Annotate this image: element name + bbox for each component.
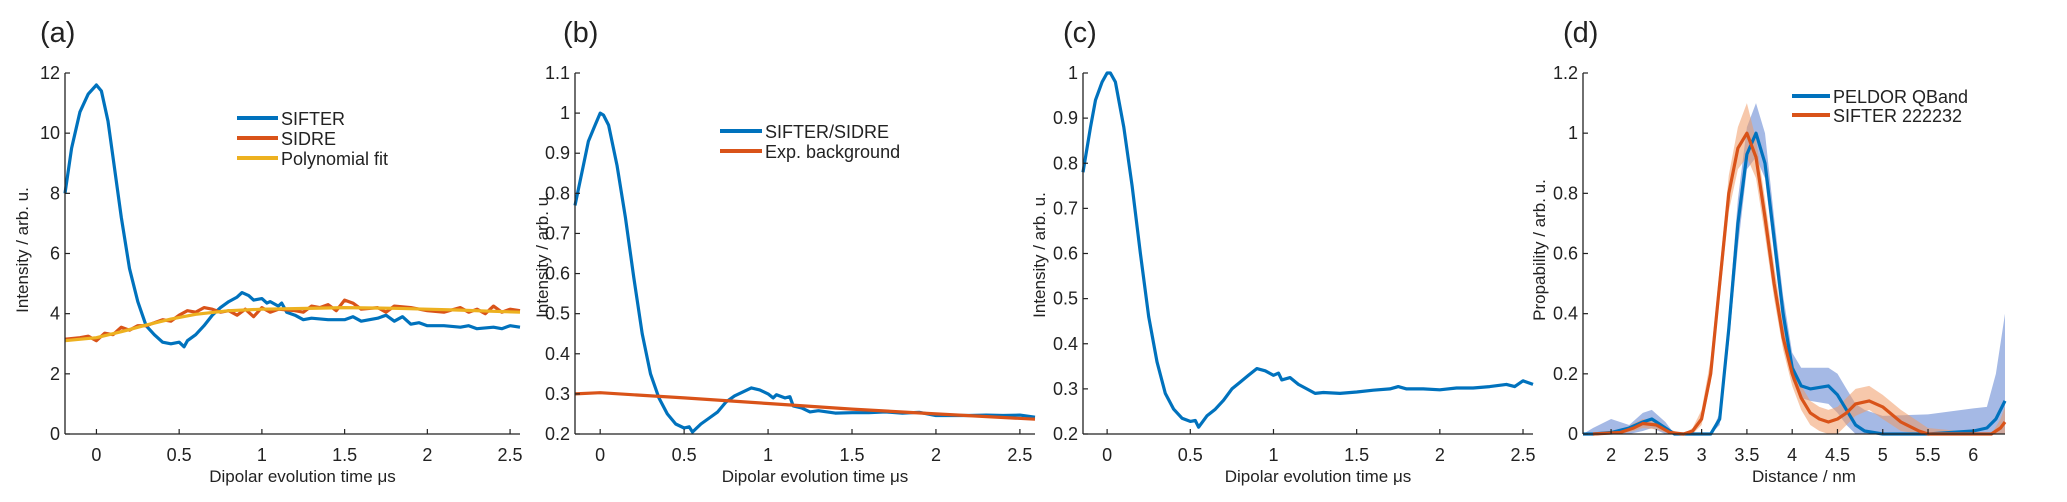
y-axis-label: Intensity / arb. u.	[533, 192, 552, 318]
y-tick-label: 0.8	[545, 183, 570, 203]
panel-label: (c)	[1063, 17, 1097, 49]
legend-entry: PELDOR QBand	[1833, 87, 1968, 107]
legend-entry: Exp. background	[765, 142, 900, 162]
y-tick-label: 0.2	[545, 424, 570, 444]
x-tick-label: 5.5	[1916, 445, 1941, 465]
series-line-0	[1081, 71, 1534, 429]
y-tick-label: 1	[1568, 123, 1578, 143]
panel-d: (d) 2 2.5 3 3.5 4 4.5 5 5.5 6 0 0.2 0.4 0.6 0.8 1 1.2 Dis…	[1530, 17, 2007, 486]
x-tick-label: 0.5	[1178, 445, 1203, 465]
x-tick-label: 0	[91, 445, 101, 465]
y-tick-label: 0.9	[1053, 108, 1078, 128]
y-tick-label: 0	[1568, 424, 1578, 444]
y-axis-label: Intensity / arb. u.	[13, 187, 32, 313]
y-tick-label: 1.1	[545, 63, 570, 83]
x-tick-label: 1	[763, 445, 773, 465]
panel-a: (a) 0 0.5 1 1.5 2 2.5 0 2 4 6 8 10 12 Dipolar evolutio…	[13, 17, 523, 486]
legend-entry: Polynomial fit	[281, 149, 388, 169]
y-tick-label: 0.6	[545, 264, 570, 284]
legend-entry: SIFTER/SIDRE	[765, 122, 889, 142]
panel-c: (c) 0 0.5 1 1.5 2 2.5 0.2 0.3 0.4 0.5 0.6 0.7 0.8 0.9 1…	[1030, 17, 1536, 486]
y-tick-label: 12	[40, 63, 60, 83]
panel-b: (b) 0 0.5 1 1.5 2 2.5 0.2 0.3 0.4 0.5 0.6 0.7 0.8 0.9 1…	[533, 17, 1036, 486]
x-tick-label: 2	[1606, 445, 1616, 465]
x-axis-label: Distance / nm	[1752, 467, 1856, 486]
x-tick-label: 2	[1435, 445, 1445, 465]
x-tick-label: 0	[1102, 445, 1112, 465]
x-tick-label: 2.5	[1644, 445, 1669, 465]
y-tick-label: 8	[50, 183, 60, 203]
x-tick-label: 0	[595, 445, 605, 465]
y-tick-label: 0.8	[1053, 153, 1078, 173]
x-tick-label: 1.5	[839, 445, 864, 465]
y-tick-label: 0.2	[1053, 424, 1078, 444]
y-tick-label: 0.3	[1053, 379, 1078, 399]
y-tick-label: 1	[560, 103, 570, 123]
y-tick-label: 0.3	[545, 384, 570, 404]
x-tick-label: 1.5	[1344, 445, 1369, 465]
x-tick-label: 1	[1268, 445, 1278, 465]
x-tick-label: 1	[257, 445, 267, 465]
y-tick-label: 6	[50, 244, 60, 264]
y-tick-label: 10	[40, 123, 60, 143]
x-tick-label: 1.5	[332, 445, 357, 465]
y-tick-label: 0.5	[1053, 289, 1078, 309]
x-axis-label: Dipolar evolution time μs	[209, 467, 396, 486]
x-tick-label: 4.5	[1825, 445, 1850, 465]
series-line-1	[64, 298, 521, 343]
y-tick-label: 1.2	[1553, 63, 1578, 83]
legend-entry: SIFTER	[281, 109, 345, 129]
y-tick-label: 0.6	[1553, 244, 1578, 264]
series-line-0	[63, 83, 521, 349]
y-tick-label: 0.6	[1053, 244, 1078, 264]
y-axis-label: Propability / arb. u.	[1530, 179, 1549, 321]
y-tick-label: 1	[1068, 63, 1078, 83]
x-tick-label: 2.5	[1511, 445, 1536, 465]
y-tick-label: 0.8	[1553, 183, 1578, 203]
x-axis-label: Dipolar evolution time μs	[722, 467, 909, 486]
x-tick-label: 3.5	[1734, 445, 1759, 465]
y-tick-label: 0.7	[545, 223, 570, 243]
x-tick-label: 3	[1697, 445, 1707, 465]
legend-entry: SIDRE	[281, 129, 336, 149]
y-axis-label: Intensity / arb. u.	[1030, 192, 1049, 318]
x-tick-label: 2	[422, 445, 432, 465]
x-tick-label: 0.5	[672, 445, 697, 465]
y-tick-label: 0.4	[1553, 304, 1578, 324]
legend-entry: SIFTER 222232	[1833, 106, 1962, 126]
series-line-2	[64, 306, 521, 343]
panel-label: (b)	[563, 17, 598, 49]
x-tick-label: 6	[1968, 445, 1978, 465]
y-tick-label: 2	[50, 364, 60, 384]
x-tick-label: 4	[1787, 445, 1797, 465]
y-tick-label: 0.4	[1053, 334, 1078, 354]
series-line-1	[1592, 131, 2007, 436]
y-tick-label: 0.2	[1553, 364, 1578, 384]
x-tick-label: 0.5	[167, 445, 192, 465]
y-tick-label: 4	[50, 304, 60, 324]
y-tick-label: 0.4	[545, 344, 570, 364]
y-tick-label: 0.9	[545, 143, 570, 163]
y-tick-label: 0.7	[1053, 198, 1078, 218]
x-tick-label: 2.5	[1007, 445, 1032, 465]
y-tick-label: 0.5	[545, 304, 570, 324]
panel-label: (a)	[40, 17, 75, 49]
panel-label: (d)	[1563, 17, 1598, 49]
x-tick-label: 5	[1878, 445, 1888, 465]
series-line-1	[574, 391, 1036, 421]
x-tick-label: 2	[931, 445, 941, 465]
x-tick-label: 2.5	[498, 445, 523, 465]
y-tick-label: 0	[50, 424, 60, 444]
x-axis-label: Dipolar evolution time μs	[1225, 467, 1412, 486]
